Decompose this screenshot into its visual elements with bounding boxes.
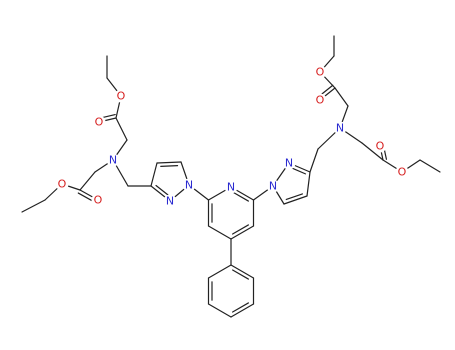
bond — [207, 303, 232, 318]
atom-background — [224, 180, 238, 194]
atom-label: O — [95, 116, 104, 129]
atom-background — [313, 65, 327, 79]
bond — [232, 191, 249, 202]
atom-label: O — [58, 178, 67, 191]
atom-background — [92, 115, 106, 129]
bond — [285, 193, 304, 201]
atom-label: N — [166, 195, 174, 208]
atom-background — [395, 165, 409, 179]
bond — [207, 264, 232, 279]
bond — [21, 199, 46, 213]
atom-background — [313, 93, 327, 107]
bond — [309, 148, 319, 173]
atom-label: N — [336, 122, 344, 135]
bond — [155, 184, 170, 197]
atom-background — [266, 179, 280, 193]
atom-label: O — [398, 166, 407, 179]
atom-label: O — [316, 94, 325, 107]
bond — [115, 117, 128, 141]
bond — [156, 161, 182, 164]
atom-background — [182, 178, 196, 192]
atom-label: O — [117, 90, 126, 103]
atom-background — [163, 194, 177, 208]
atom-background — [282, 156, 296, 170]
bond — [419, 159, 441, 173]
atom-background — [91, 193, 105, 207]
atom-label: N — [227, 181, 235, 194]
atom-label: O — [316, 66, 325, 79]
bond — [207, 225, 232, 240]
atom-background — [333, 121, 347, 135]
atom-label: N — [185, 179, 193, 192]
bond — [232, 302, 249, 313]
bond — [283, 195, 308, 205]
atom-background — [373, 139, 387, 153]
bond — [232, 269, 249, 280]
bond — [334, 87, 349, 107]
atom-label: O — [376, 140, 385, 153]
atom-background — [55, 177, 69, 191]
atom-label: N — [109, 154, 117, 167]
bond — [361, 142, 384, 161]
bond — [79, 171, 96, 191]
atom-label: N — [269, 180, 277, 193]
atom-background — [114, 89, 128, 103]
bond — [230, 303, 255, 318]
atom-label: O — [94, 194, 103, 207]
bond — [160, 165, 179, 167]
bond — [150, 162, 158, 187]
bond — [230, 264, 255, 279]
atom-label: N — [285, 157, 293, 170]
bond — [232, 224, 249, 235]
bond — [306, 171, 311, 197]
bond — [230, 225, 255, 240]
bond — [290, 166, 307, 175]
atom-background — [106, 153, 120, 167]
